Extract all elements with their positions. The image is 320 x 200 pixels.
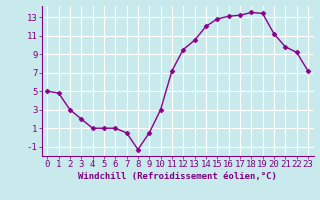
X-axis label: Windchill (Refroidissement éolien,°C): Windchill (Refroidissement éolien,°C) bbox=[78, 172, 277, 181]
